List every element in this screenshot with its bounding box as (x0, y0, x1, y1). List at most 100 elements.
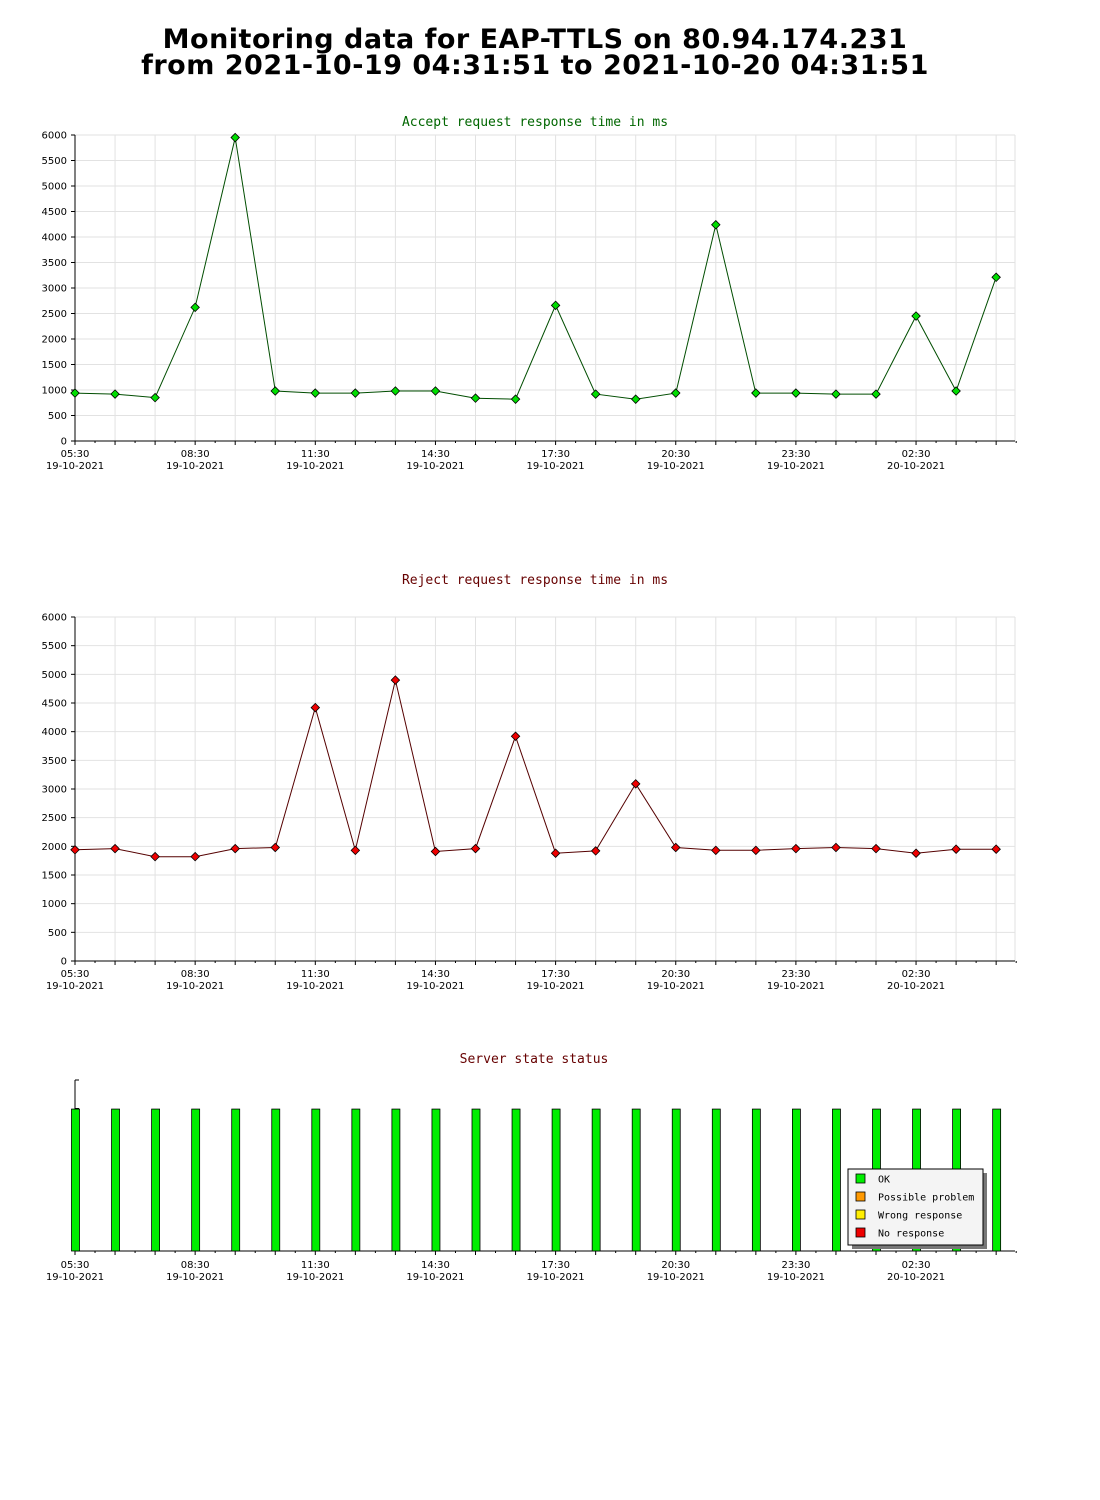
status-bar (832, 1108, 841, 1252)
y-tick-label: 6000 (42, 131, 67, 142)
data-point (190, 302, 200, 313)
data-point (871, 389, 881, 399)
y-axis: 0 500 1000 1500 2000 2500 3000 3500 4000 4500 5000… (42, 613, 76, 968)
y-tick-label: 2000 (42, 842, 67, 853)
y-tick-label: 4500 (42, 207, 67, 218)
y-tick-label: 1000 (42, 899, 67, 910)
y-tick-label: 1000 (42, 386, 67, 397)
chart-1: Accept request response time in ms 0 500 10… (42, 115, 1017, 472)
legend-label: No response (878, 1229, 944, 1240)
x-tick-label-date: 19-10-2021 (527, 461, 585, 472)
data-point (190, 851, 200, 862)
data-point (711, 219, 721, 230)
x-tick-label-date: 19-10-2021 (647, 461, 705, 472)
legend-swatch (855, 1191, 866, 1202)
data-point (670, 842, 681, 853)
data-point (510, 394, 521, 404)
y-tick-label: 1500 (42, 871, 67, 882)
data-point (390, 386, 401, 396)
x-axis: 05:3019-10-202108:3019-10-202111:3019-10… (46, 960, 1017, 992)
data-point (550, 300, 561, 311)
chart-3: Server state status05:3019-10-202108:301… (46, 1052, 1017, 1283)
data-point (430, 386, 441, 396)
data-point (911, 311, 921, 321)
x-tick-label-time: 08:30 (181, 969, 210, 980)
x-tick-label-time: 11:30 (301, 969, 330, 980)
y-tick-label: 3000 (42, 785, 67, 796)
y-tick-label: 2500 (42, 309, 67, 320)
x-tick-label-date: 19-10-2021 (647, 981, 705, 992)
data-point (390, 675, 401, 685)
y-tick-label: 500 (48, 411, 67, 422)
series-line (74, 679, 997, 858)
y-tick-label: 4000 (42, 727, 67, 738)
status-bar (351, 1108, 361, 1252)
y-tick-label: 6000 (42, 613, 67, 624)
x-tick-label-time: 17:30 (541, 969, 570, 980)
status-bar (391, 1108, 401, 1252)
x-tick-label-time: 11:30 (301, 449, 330, 460)
x-tick-label-date: 19-10-2021 (406, 461, 464, 472)
status-bar (191, 1108, 201, 1252)
data-point (310, 702, 321, 713)
x-tick-label-date: 19-10-2021 (166, 981, 224, 992)
x-axis: 05:3019-10-202108:3019-10-202111:3019-10… (46, 440, 1017, 472)
status-bar (792, 1108, 801, 1252)
status-bar (231, 1108, 241, 1252)
x-tick-label-time: 05:30 (61, 449, 90, 460)
chart-title: Reject request response time in ms (402, 573, 668, 588)
legend-swatch (855, 1209, 866, 1220)
y-tick-label: 5000 (42, 182, 67, 193)
data-point (470, 393, 481, 403)
x-tick-label-time: 20:30 (661, 969, 690, 980)
data-point (70, 845, 80, 855)
x-tick-label-date: 19-10-2021 (46, 461, 104, 472)
data-point (630, 779, 641, 789)
x-tick-label-time: 14:30 (421, 1260, 450, 1271)
y-tick-label: 0 (61, 957, 67, 968)
status-bar (511, 1108, 521, 1252)
y-tick-label: 3500 (42, 258, 67, 269)
x-tick-label-date: 19-10-2021 (767, 981, 825, 992)
x-tick-label-time: 08:30 (181, 1260, 210, 1271)
x-tick-label-time: 20:30 (661, 1260, 690, 1271)
grid (74, 616, 1016, 962)
x-tick-label-time: 17:30 (541, 449, 570, 460)
x-tick-label-date: 19-10-2021 (406, 1272, 464, 1283)
status-bar (471, 1108, 481, 1252)
status-bar (431, 1108, 441, 1252)
page-title-line-1: Monitoring data for EAP-TTLS on 80.94.17… (162, 24, 908, 55)
data-point (831, 389, 841, 399)
x-tick-label-date: 20-10-2021 (887, 461, 945, 472)
status-bar (551, 1108, 561, 1252)
x-tick-label-date: 19-10-2021 (46, 1272, 104, 1283)
x-tick-label-date: 19-10-2021 (286, 1272, 344, 1283)
y-tick-label: 5500 (42, 641, 67, 652)
x-tick-label-time: 02:30 (902, 969, 931, 980)
y-tick-label: 4000 (42, 233, 67, 244)
data-point (70, 388, 80, 398)
data-point (150, 392, 160, 403)
data-point (911, 848, 921, 858)
data-point (630, 394, 641, 404)
status-bar (631, 1108, 641, 1252)
x-tick-label-time: 08:30 (181, 449, 210, 460)
x-tick-label-date: 19-10-2021 (767, 461, 825, 472)
data-point (110, 389, 120, 399)
data-point (350, 388, 361, 398)
status-bar (71, 1108, 80, 1252)
y-tick-label: 4500 (42, 699, 67, 710)
x-tick-label-time: 23:30 (781, 1260, 810, 1271)
x-tick-label-date: 19-10-2021 (767, 1272, 825, 1283)
status-bar (111, 1108, 120, 1252)
x-tick-label-date: 19-10-2021 (406, 981, 464, 992)
y-tick-label: 0 (61, 437, 67, 448)
legend: OK Possible problem Wrong response No respo… (847, 1168, 987, 1249)
chart-2: Reject request response time in ms 0 500 10… (42, 573, 1017, 992)
x-tick-label-date: 19-10-2021 (286, 461, 344, 472)
x-tick-label-time: 14:30 (421, 969, 450, 980)
data-point (430, 846, 441, 857)
x-tick-label-time: 17:30 (541, 1260, 570, 1271)
x-tick-label-time: 05:30 (61, 969, 90, 980)
